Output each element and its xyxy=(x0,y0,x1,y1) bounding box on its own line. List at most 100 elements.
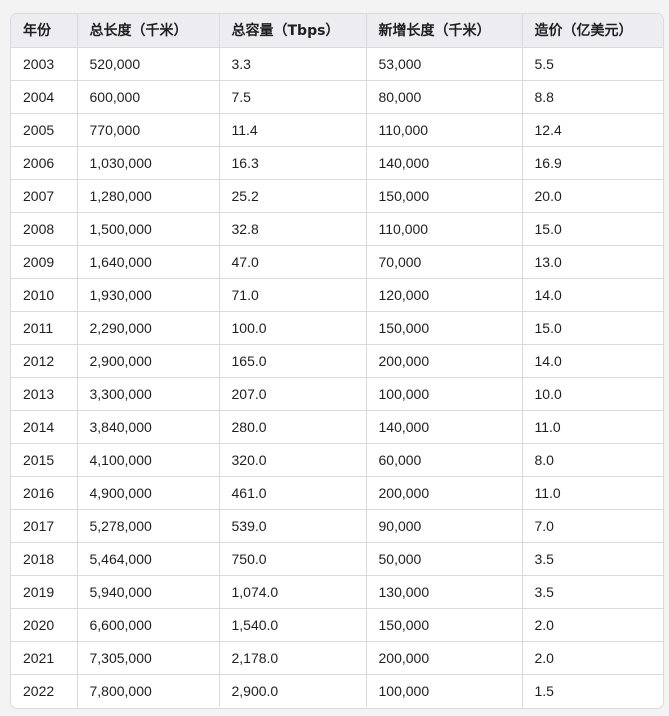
cell-cost: 3.5 xyxy=(522,542,663,576)
cell-year: 2020 xyxy=(11,608,78,642)
table-row: 2011 2,290,000 100.0 150,000 15.0 xyxy=(11,311,663,345)
cell-new-length: 150,000 xyxy=(366,179,523,213)
cell-year: 2016 xyxy=(11,476,78,510)
table-row: 2015 4,100,000 320.0 60,000 8.0 xyxy=(11,443,663,477)
cell-new-length: 100,000 xyxy=(366,674,523,707)
table-row: 2009 1,640,000 47.0 70,000 13.0 xyxy=(11,245,663,279)
table-row: 2022 7,800,000 2,900.0 100,000 1.5 xyxy=(11,674,663,707)
cell-cost: 14.0 xyxy=(522,278,663,312)
table-row: 2014 3,840,000 280.0 140,000 11.0 xyxy=(11,410,663,444)
cell-year: 2009 xyxy=(11,245,78,279)
cell-total-length: 1,930,000 xyxy=(77,278,220,312)
cell-total-capacity: 11.4 xyxy=(219,113,367,147)
cell-cost: 3.5 xyxy=(522,575,663,609)
cell-new-length: 80,000 xyxy=(366,80,523,114)
cell-cost: 2.0 xyxy=(522,608,663,642)
cell-total-length: 6,600,000 xyxy=(77,608,220,642)
cell-year: 2011 xyxy=(11,311,78,345)
cell-total-length: 770,000 xyxy=(77,113,220,147)
table-row: 2006 1,030,000 16.3 140,000 16.9 xyxy=(11,146,663,180)
table-row: 2004 600,000 7.5 80,000 8.8 xyxy=(11,80,663,114)
table-row: 2008 1,500,000 32.8 110,000 15.0 xyxy=(11,212,663,246)
cell-year: 2019 xyxy=(11,575,78,609)
header-row: 年份 总长度（千米） 总容量（Tbps） 新增长度（千米） 造价（亿美元） xyxy=(11,14,663,48)
cell-year: 2014 xyxy=(11,410,78,444)
cell-total-length: 2,290,000 xyxy=(77,311,220,345)
cell-new-length: 110,000 xyxy=(366,113,523,147)
header-year: 年份 xyxy=(11,14,78,48)
cell-cost: 8.0 xyxy=(522,443,663,477)
table-row: 2020 6,600,000 1,540.0 150,000 2.0 xyxy=(11,608,663,642)
table-row: 2013 3,300,000 207.0 100,000 10.0 xyxy=(11,377,663,411)
cell-total-length: 1,640,000 xyxy=(77,245,220,279)
cell-total-capacity: 750.0 xyxy=(219,542,367,576)
cell-total-length: 5,940,000 xyxy=(77,575,220,609)
cell-year: 2007 xyxy=(11,179,78,213)
cell-new-length: 150,000 xyxy=(366,311,523,345)
cell-cost: 20.0 xyxy=(522,179,663,213)
cell-total-capacity: 100.0 xyxy=(219,311,367,345)
cell-total-length: 2,900,000 xyxy=(77,344,220,378)
cell-cost: 1.5 xyxy=(534,682,554,699)
table-row: 2005 770,000 11.4 110,000 12.4 xyxy=(11,113,663,147)
cell-year: 2004 xyxy=(11,80,78,114)
cell-cost: 15.0 xyxy=(522,212,663,246)
cell-total-capacity: 25.2 xyxy=(219,179,367,213)
table-row: 2010 1,930,000 71.0 120,000 14.0 xyxy=(11,278,663,312)
header-total-length: 总长度（千米） xyxy=(77,14,220,48)
cell-new-length: 120,000 xyxy=(366,278,523,312)
cell-year: 2013 xyxy=(11,377,78,411)
cell-year: 2005 xyxy=(11,113,78,147)
header-total-capacity: 总容量（Tbps） xyxy=(219,14,367,48)
cell-total-capacity: 207.0 xyxy=(219,377,367,411)
cell-total-capacity: 2,900.0 xyxy=(219,674,367,707)
cell-total-capacity: 280.0 xyxy=(219,410,367,444)
cell-total-length: 3,300,000 xyxy=(77,377,220,411)
cell-new-length: 60,000 xyxy=(366,443,523,477)
cell-total-length: 5,278,000 xyxy=(77,509,220,543)
cell-cost: 11.0 xyxy=(522,410,663,444)
data-table: 年份 总长度（千米） 总容量（Tbps） 新增长度（千米） 造价（亿美元） 20… xyxy=(11,14,663,707)
cell-total-capacity: 461.0 xyxy=(219,476,367,510)
table-body: 2003 520,000 3.3 53,000 5.5 2004 600,000 7.5 80,… xyxy=(11,47,663,707)
cell-total-capacity: 2,178.0 xyxy=(219,641,367,675)
cell-new-length: 140,000 xyxy=(366,146,523,180)
cell-total-length: 7,800,000 xyxy=(77,674,220,707)
cell-total-capacity: 71.0 xyxy=(219,278,367,312)
cell-total-length: 1,280,000 xyxy=(77,179,220,213)
cell-total-capacity: 16.3 xyxy=(219,146,367,180)
table-row: 2021 7,305,000 2,178.0 200,000 2.0 xyxy=(11,641,663,675)
cell-total-length: 5,464,000 xyxy=(77,542,220,576)
cell-year: 2008 xyxy=(11,212,78,246)
cell-new-length: 200,000 xyxy=(366,344,523,378)
cell-year: 2018 xyxy=(11,542,78,576)
cell-year: 2010 xyxy=(11,278,78,312)
cell-cost: 2.0 xyxy=(522,641,663,675)
cell-total-length: 4,100,000 xyxy=(77,443,220,477)
table-header: 年份 总长度（千米） 总容量（Tbps） 新增长度（千米） 造价（亿美元） xyxy=(11,14,663,48)
cell-year: 2003 xyxy=(11,47,78,81)
cell-new-length: 200,000 xyxy=(366,476,523,510)
cell-total-capacity: 7.5 xyxy=(219,80,367,114)
cell-new-length: 53,000 xyxy=(366,47,523,81)
cell-total-capacity: 1,074.0 xyxy=(219,575,367,609)
cell-total-length: 600,000 xyxy=(77,80,220,114)
table-row: 2019 5,940,000 1,074.0 130,000 3.5 xyxy=(11,575,663,609)
table-row: 2007 1,280,000 25.2 150,000 20.0 xyxy=(11,179,663,213)
cell-new-length: 130,000 xyxy=(366,575,523,609)
cell-new-length: 110,000 xyxy=(366,212,523,246)
cell-cost: 11.0 xyxy=(522,476,663,510)
cell-cost: 14.0 xyxy=(522,344,663,378)
cell-cost: 15.0 xyxy=(522,311,663,345)
cell-total-length: 3,840,000 xyxy=(77,410,220,444)
data-table-container: 年份 总长度（千米） 总容量（Tbps） 新增长度（千米） 造价（亿美元） 20… xyxy=(10,13,664,709)
cell-total-capacity: 1,540.0 xyxy=(219,608,367,642)
cell-cost: 16.9 xyxy=(522,146,663,180)
header-cost: 造价（亿美元） xyxy=(522,14,663,48)
cell-new-length: 100,000 xyxy=(366,377,523,411)
cell-cost: 8.8 xyxy=(522,80,663,114)
cell-new-length: 90,000 xyxy=(366,509,523,543)
cell-year: 2006 xyxy=(11,146,78,180)
cell-total-length: 7,305,000 xyxy=(77,641,220,675)
cell-year: 2017 xyxy=(11,509,78,543)
